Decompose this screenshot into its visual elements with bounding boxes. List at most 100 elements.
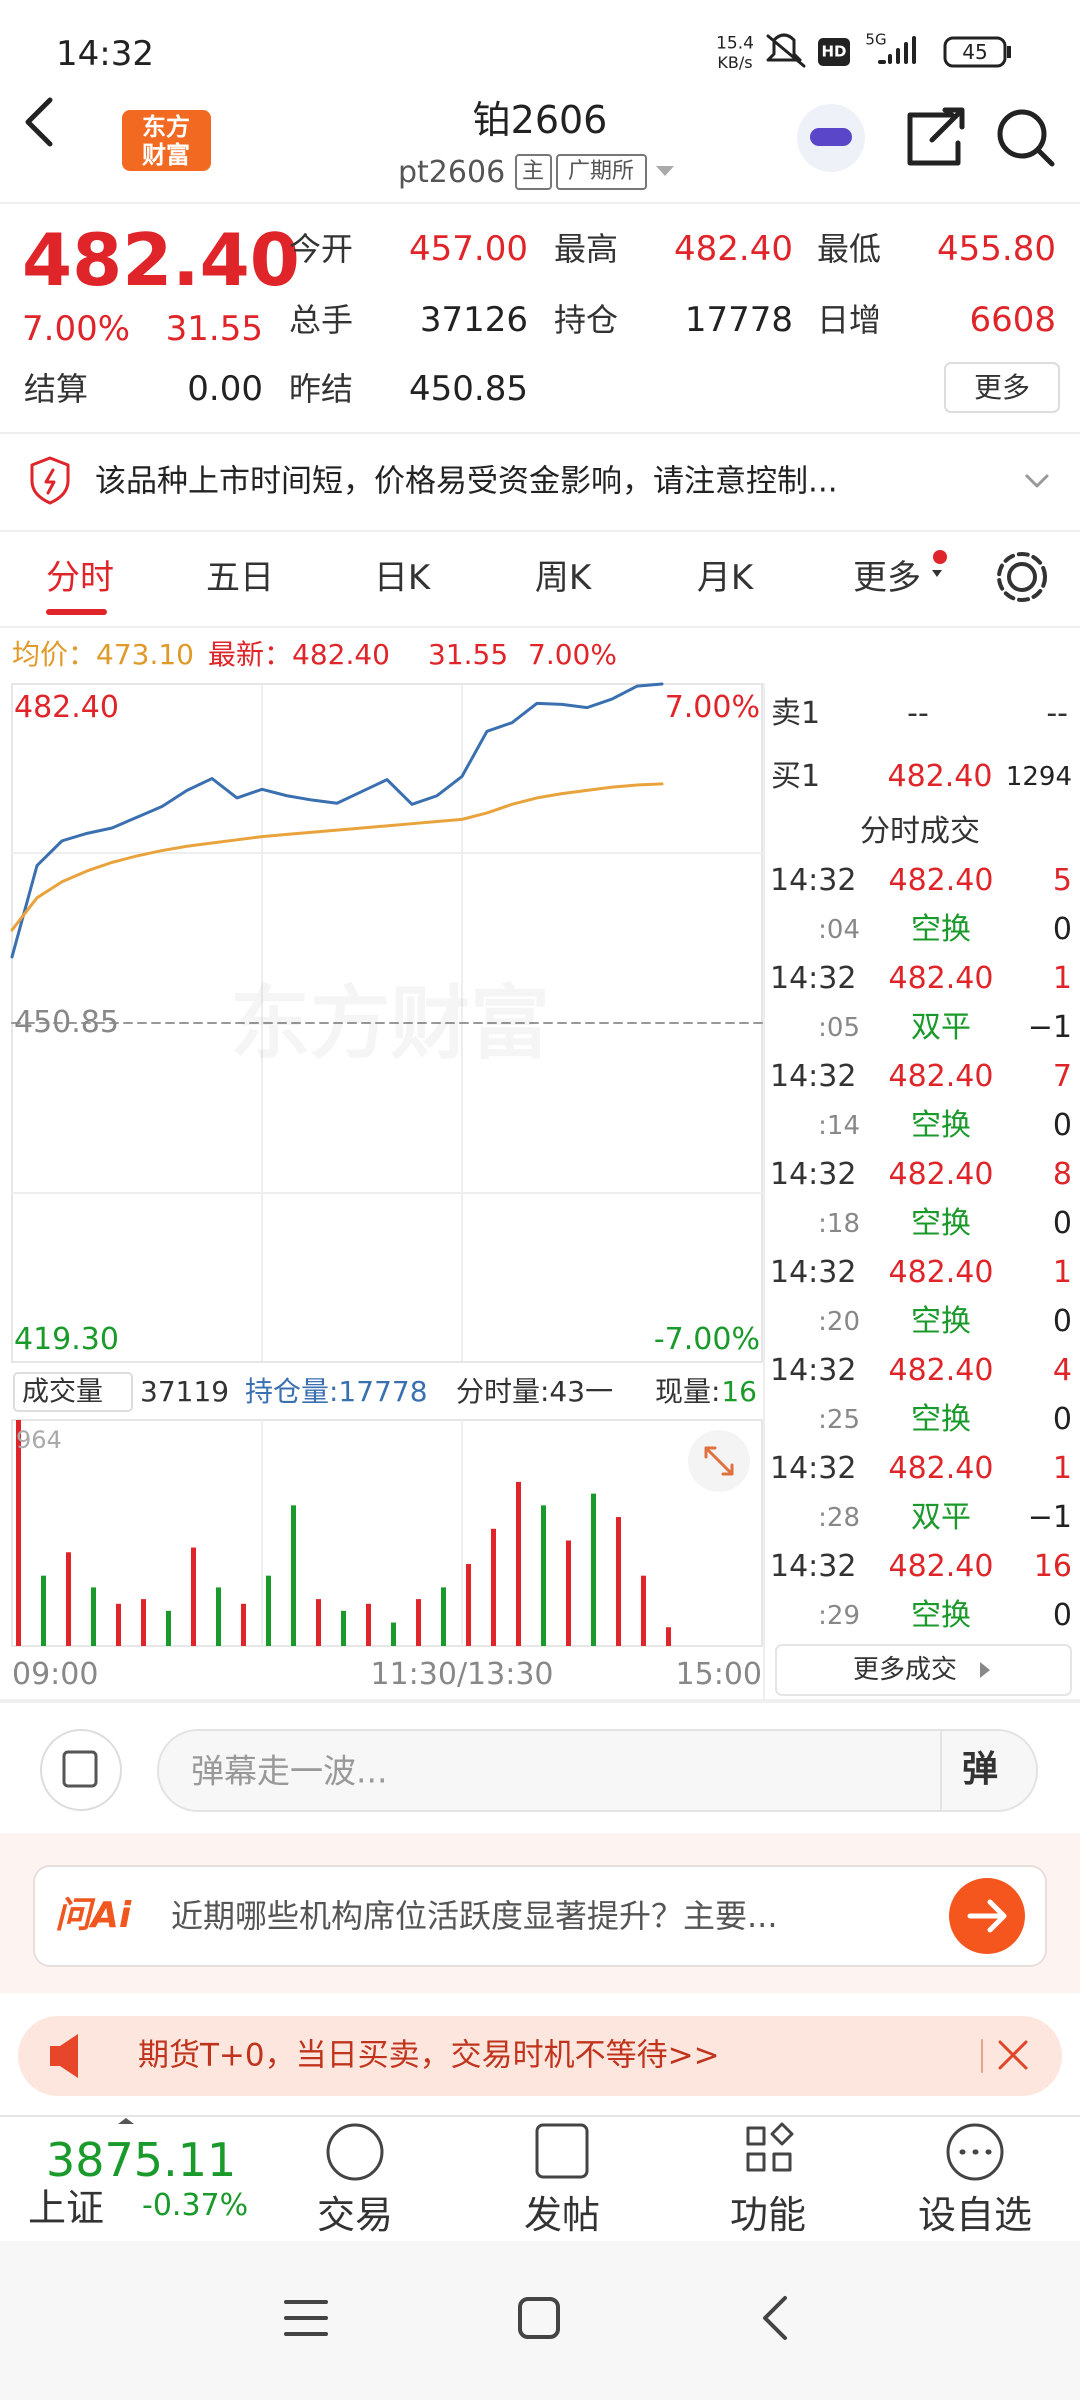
comment-input[interactable] xyxy=(157,1729,1038,1812)
chart-tab[interactable]: 分时 xyxy=(46,558,114,598)
change-percent: 7.00% xyxy=(22,309,131,349)
network-type: 5G xyxy=(865,30,887,49)
volume-bar xyxy=(566,1540,571,1646)
trade-type: 空换 xyxy=(911,1304,971,1339)
trade-qty: 4 xyxy=(1052,1353,1072,1388)
nav-item[interactable]: 功能 xyxy=(729,2193,807,2237)
recent-apps[interactable] xyxy=(284,2300,328,2336)
volume-value: 37119 xyxy=(140,1375,230,1408)
logo-text: 财富 xyxy=(142,141,190,169)
tag: 主 xyxy=(521,159,545,184)
comment-placeholder: 弹幕走一波... xyxy=(191,1751,388,1791)
trade-type: 双平 xyxy=(911,1010,971,1045)
home-button[interactable] xyxy=(518,2297,560,2339)
volume-bar xyxy=(216,1587,221,1646)
dropdown-arrow[interactable] xyxy=(656,166,674,176)
watchlist-icon[interactable] xyxy=(946,2123,1004,2181)
chart-tab[interactable]: 周K xyxy=(534,558,592,598)
trade-qty: 1 xyxy=(1052,1451,1072,1486)
trade-type: 空换 xyxy=(911,1402,971,1437)
trade-qty: 0 xyxy=(1052,1402,1072,1437)
volume-bar xyxy=(391,1622,396,1646)
trade-time: :14 xyxy=(818,1111,860,1141)
tag-box xyxy=(515,154,552,190)
more-button[interactable] xyxy=(944,362,1060,413)
volume-bar xyxy=(141,1599,146,1646)
nav-item[interactable]: 交易 xyxy=(316,2193,394,2237)
open-interest: 持仓量:17778 xyxy=(245,1375,428,1408)
trade-price: 482.40 xyxy=(888,1255,994,1290)
chart-tab[interactable]: 月K xyxy=(696,558,754,598)
tag-box xyxy=(556,154,647,190)
badge-dot xyxy=(933,550,947,564)
function-icon[interactable] xyxy=(746,2122,794,2172)
more-arrow xyxy=(980,1662,990,1678)
promo-box[interactable] xyxy=(18,2016,1062,2096)
back-button[interactable] xyxy=(25,97,53,147)
promo-text: 期货T+0，当日买卖，交易时机不等待>> xyxy=(138,2037,720,2074)
search-handle xyxy=(1035,147,1055,167)
nav-item[interactable]: 设自选 xyxy=(917,2193,1033,2237)
trade-time: 14:32 xyxy=(770,1549,857,1584)
field-label: 总手 xyxy=(289,301,354,339)
more-trades[interactable]: 更多成交 xyxy=(852,1655,958,1685)
ai-box[interactable] xyxy=(33,1865,1047,1967)
volume-bar xyxy=(466,1563,471,1646)
trade-time: :29 xyxy=(818,1601,860,1631)
y-tick-label: 450.85 xyxy=(14,1005,119,1040)
share-button[interactable] xyxy=(907,107,965,166)
volume-bar xyxy=(16,1420,21,1646)
y-tick-label: 964 xyxy=(16,1426,62,1454)
logo-text: 东方 xyxy=(142,113,190,141)
trade-price: 482.40 xyxy=(888,1353,994,1388)
danmaku-toggle[interactable] xyxy=(40,1729,122,1811)
logo xyxy=(122,110,211,171)
danmaku-icon xyxy=(62,1750,98,1788)
expand-notice[interactable] xyxy=(1025,474,1049,488)
field-value: 482.40 xyxy=(674,229,793,269)
trade-qty: 0 xyxy=(1052,1598,1072,1633)
trade-type: 空换 xyxy=(911,912,971,947)
battery-tip xyxy=(1007,46,1011,58)
bid-qty: 1294 xyxy=(1005,762,1072,792)
contract-code: pt2606 xyxy=(398,155,506,190)
volume-bar xyxy=(491,1528,496,1646)
post-icon[interactable] xyxy=(535,2123,589,2179)
trade-icon[interactable] xyxy=(326,2123,384,2181)
trade-time: :25 xyxy=(818,1405,860,1435)
volume-bar xyxy=(666,1627,671,1646)
volume-label: 成交量 xyxy=(22,1376,103,1408)
search-button[interactable] xyxy=(997,109,1047,159)
settings-button[interactable] xyxy=(1007,562,1037,592)
danmaku-button[interactable]: 弹 xyxy=(961,1749,999,1790)
trade-qty: 16 xyxy=(1033,1549,1072,1584)
bid-price: 482.40 xyxy=(887,759,993,794)
trade-time: 14:32 xyxy=(770,1353,857,1388)
trade-time: 14:32 xyxy=(770,863,857,898)
chart-tab[interactable]: 五日 xyxy=(206,558,274,598)
field-value: 455.80 xyxy=(937,229,1056,269)
current-volume-label: 现量: xyxy=(655,1375,721,1408)
trade-type: 空换 xyxy=(911,1598,971,1633)
latest-percent: 7.00% xyxy=(528,638,617,671)
field-value: 17778 xyxy=(684,300,793,340)
volume-selector[interactable] xyxy=(13,1372,133,1412)
chart-tab[interactable]: 更多 xyxy=(853,558,921,598)
volume-bar xyxy=(191,1547,196,1646)
trades-title: 分时成交 xyxy=(860,814,980,849)
volume-bar xyxy=(616,1517,621,1646)
chart-tab[interactable]: 日K xyxy=(373,558,431,598)
ask-price: -- xyxy=(907,696,929,731)
volume-bar xyxy=(341,1610,346,1646)
volume-bar xyxy=(116,1603,121,1646)
promo-close[interactable] xyxy=(998,2040,1028,2070)
y2-tick-label: 7.00% xyxy=(664,690,760,725)
current-volume: 16 xyxy=(721,1375,757,1408)
expand-icon xyxy=(704,1446,734,1476)
nav-item[interactable]: 发帖 xyxy=(523,2193,601,2237)
more-trades-button[interactable] xyxy=(775,1644,1072,1696)
back-nav[interactable] xyxy=(763,2296,787,2340)
x-tick-label: 09:00 xyxy=(12,1657,99,1692)
trade-type: 空换 xyxy=(911,1206,971,1241)
volume-bar xyxy=(91,1587,96,1646)
